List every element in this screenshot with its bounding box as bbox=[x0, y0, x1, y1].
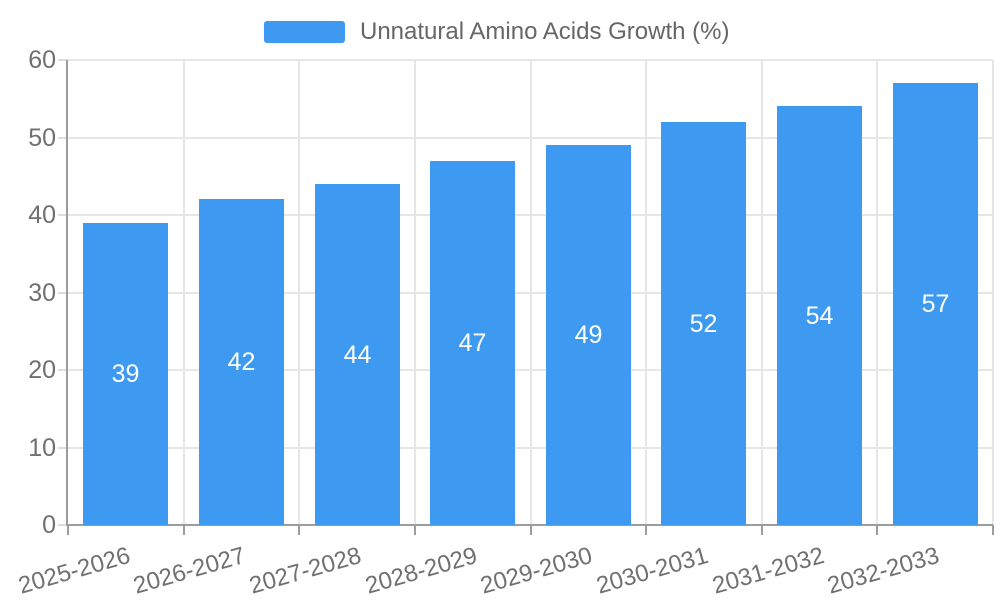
x-tick-label: 2026-2027 bbox=[130, 542, 249, 600]
y-tick-mark bbox=[58, 214, 68, 216]
v-gridline bbox=[414, 60, 416, 525]
x-tick-mark bbox=[414, 525, 416, 535]
x-tick-label: 2032-2033 bbox=[824, 542, 943, 600]
bar-value-label: 47 bbox=[458, 329, 487, 357]
bar-2028-2029[interactable] bbox=[430, 161, 515, 525]
x-tick-label: 2031-2032 bbox=[709, 542, 828, 600]
bar-value-label: 52 bbox=[689, 310, 718, 338]
bar-value-label: 39 bbox=[111, 360, 140, 388]
bar-2029-2030[interactable] bbox=[546, 145, 631, 525]
v-gridline bbox=[645, 60, 647, 525]
y-tick-label: 10 bbox=[28, 434, 56, 462]
x-tick-mark bbox=[645, 525, 647, 535]
x-tick-label: 2030-2031 bbox=[593, 542, 712, 600]
bar-value-label: 42 bbox=[227, 348, 256, 376]
x-tick-label: 2025-2026 bbox=[15, 542, 134, 600]
y-tick-label: 20 bbox=[28, 356, 56, 384]
bar-2025-2026[interactable] bbox=[83, 223, 168, 525]
v-gridline bbox=[876, 60, 878, 525]
y-tick-label: 40 bbox=[28, 201, 56, 229]
v-gridline bbox=[530, 60, 532, 525]
x-tick-mark bbox=[530, 525, 532, 535]
y-tick-mark bbox=[58, 137, 68, 139]
y-tick-mark bbox=[58, 59, 68, 61]
v-gridline bbox=[992, 60, 994, 525]
x-tick-label: 2027-2028 bbox=[246, 542, 365, 600]
chart-legend[interactable]: Unnatural Amino Acids Growth (%) bbox=[264, 15, 729, 49]
v-gridline bbox=[183, 60, 185, 525]
legend-label: Unnatural Amino Acids Growth (%) bbox=[360, 18, 730, 45]
bar-2030-2031[interactable] bbox=[661, 122, 746, 525]
bar-2031-2032[interactable] bbox=[777, 106, 862, 525]
y-tick-label: 50 bbox=[28, 124, 56, 152]
x-tick-mark bbox=[761, 525, 763, 535]
x-axis-line bbox=[66, 524, 993, 526]
y-tick-label: 0 bbox=[42, 511, 56, 539]
x-tick-mark bbox=[298, 525, 300, 535]
y-tick-mark bbox=[58, 369, 68, 371]
y-axis-line bbox=[66, 60, 68, 525]
x-tick-label: 2029-2030 bbox=[477, 542, 596, 600]
v-gridline bbox=[298, 60, 300, 525]
x-tick-mark bbox=[183, 525, 185, 535]
y-tick-mark bbox=[58, 447, 68, 449]
bar-value-label: 49 bbox=[574, 321, 603, 349]
y-tick-label: 30 bbox=[28, 279, 56, 307]
y-tick-mark bbox=[58, 524, 68, 526]
x-tick-mark bbox=[992, 525, 994, 535]
bar-value-label: 54 bbox=[805, 302, 834, 330]
bar-2026-2027[interactable] bbox=[199, 199, 284, 525]
x-tick-mark bbox=[67, 525, 69, 535]
y-tick-label: 60 bbox=[28, 46, 56, 74]
y-tick-mark bbox=[58, 292, 68, 294]
v-gridline bbox=[761, 60, 763, 525]
bar-2032-2033[interactable] bbox=[893, 83, 978, 525]
x-tick-label: 2028-2029 bbox=[362, 542, 481, 600]
x-tick-mark bbox=[876, 525, 878, 535]
bar-value-label: 57 bbox=[921, 290, 950, 318]
bar-2027-2028[interactable] bbox=[315, 184, 400, 525]
legend-color-swatch bbox=[264, 21, 345, 43]
bar-value-label: 44 bbox=[343, 341, 372, 369]
